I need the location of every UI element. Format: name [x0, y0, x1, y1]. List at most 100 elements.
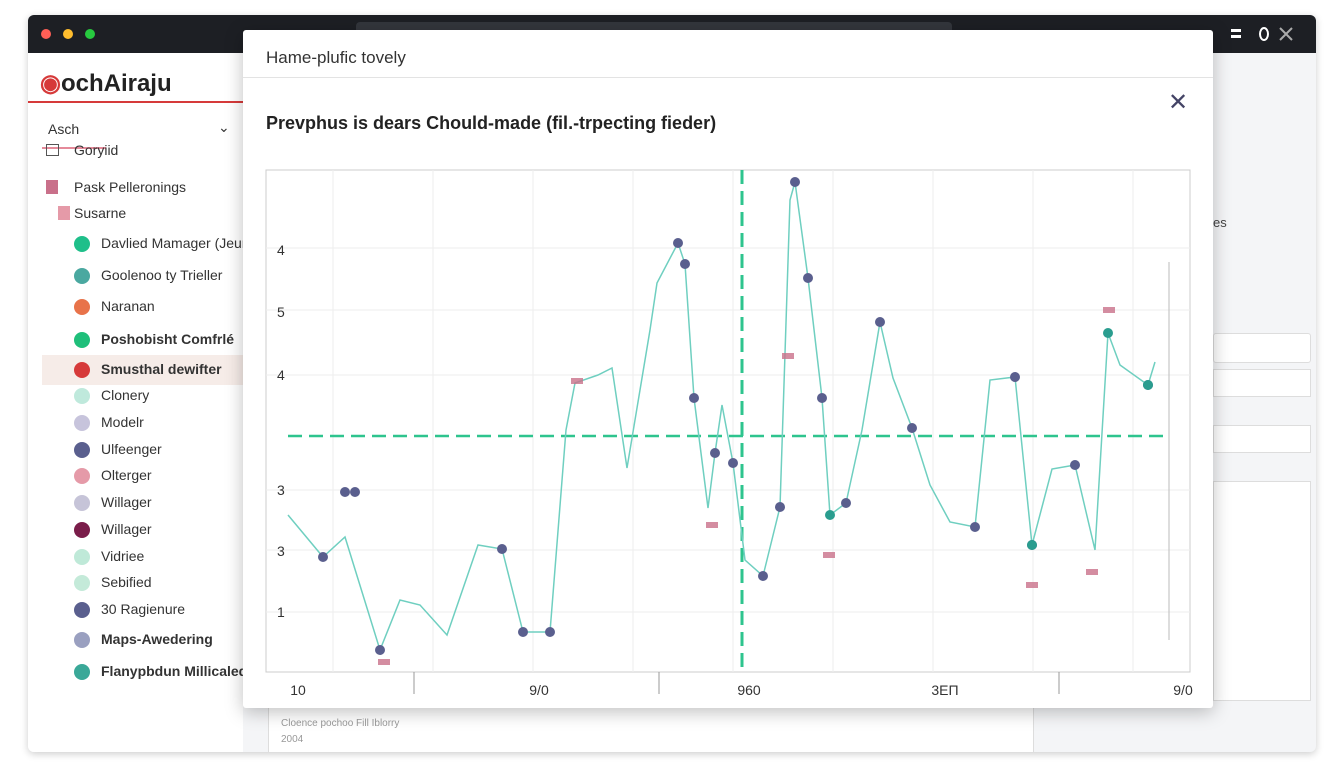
marker: [340, 487, 350, 497]
marker: [545, 627, 555, 637]
x-tick-label: 10: [290, 682, 306, 698]
grid: [266, 170, 1190, 672]
sidebar-item[interactable]: Willager: [101, 494, 152, 510]
chart: 4 5 4 3 3 1 10 9/0 960 3EΠ 9/0: [265, 169, 1193, 698]
item-icon: [74, 468, 90, 484]
max-dot[interactable]: [85, 29, 95, 39]
item-icon: [74, 236, 90, 252]
marker: [1070, 460, 1080, 470]
dropdown-underline: [42, 147, 106, 149]
item-icon: [74, 602, 90, 618]
marker: [817, 393, 827, 403]
close-button[interactable]: ✕: [1168, 89, 1189, 116]
marker: [375, 645, 385, 655]
y-tick-label: 3: [277, 543, 285, 559]
icon[interactable]: [1259, 27, 1269, 41]
item-icon: [74, 268, 90, 284]
marker: [907, 423, 917, 433]
x-tick-label: 9/0: [1173, 682, 1193, 698]
item-icon: [46, 144, 59, 156]
marker: [775, 502, 785, 512]
sidebar-item[interactable]: Goolenoo ty Trieller: [101, 267, 223, 283]
sidebar-item[interactable]: Maps-Awedering: [101, 631, 213, 647]
markers: [318, 177, 1153, 665]
footer-year: 2004: [281, 734, 304, 745]
y-tick-label: 4: [277, 242, 285, 258]
x-tick-label: 9/0: [529, 682, 549, 698]
sidebar-item[interactable]: Davlied Mamager (Jeur: [101, 235, 247, 251]
sidebar-item[interactable]: Susarne: [74, 205, 127, 221]
item-icon: [74, 549, 90, 565]
input[interactable]: [1213, 425, 1311, 453]
item-icon: [74, 388, 90, 404]
marker-tag: [1086, 569, 1098, 575]
marker: [318, 552, 328, 562]
sidebar-item[interactable]: Goryiid: [74, 142, 119, 158]
sidebar-item[interactable]: Pask Pelleronings: [74, 179, 187, 195]
dropdown-caret[interactable]: ⌄: [218, 119, 230, 135]
sidebar-item[interactable]: Naranan: [101, 298, 155, 314]
menu-icon[interactable]: [1231, 29, 1241, 32]
item-icon: [74, 495, 90, 511]
item-icon: [74, 415, 90, 431]
sidebar-item[interactable]: Smusthal dewifter: [101, 361, 222, 377]
marker: [689, 393, 699, 403]
sidebar-item[interactable]: Flanypbdun Millicaled: [101, 663, 248, 679]
sidebar-item[interactable]: Ulfeenger: [101, 441, 162, 457]
input[interactable]: [1213, 369, 1311, 397]
sidebar-item[interactable]: Poshobisht Comfrlé: [101, 331, 235, 347]
marker: [350, 487, 360, 497]
item-icon: [74, 522, 90, 538]
close-dot[interactable]: [41, 29, 51, 39]
item-icon: [74, 362, 90, 378]
sidebar-item[interactable]: Clonery: [101, 387, 150, 403]
marker: [970, 522, 980, 532]
marker: [518, 627, 528, 637]
menu-icon: [1231, 35, 1241, 38]
sidebar-list: Goryiid Pask Pelleronings Susarne Davlied M…: [28, 53, 247, 752]
item-icon: [74, 664, 90, 680]
marker: [1103, 328, 1113, 338]
marker: [790, 177, 800, 187]
marker: [758, 571, 768, 581]
y-tick-label: 4: [277, 367, 285, 383]
marker: [710, 448, 720, 458]
marker: [1010, 372, 1020, 382]
marker: [680, 259, 690, 269]
modal: Hame-plufic tovely ✕ Prevphus is dears C…: [243, 30, 1213, 708]
marker: [841, 498, 851, 508]
marker-tag: [378, 659, 390, 665]
input[interactable]: [1213, 333, 1311, 363]
marker: [875, 317, 885, 327]
logo-icon: ◉: [40, 70, 61, 97]
marker-tag: [706, 522, 718, 528]
partial-text: es: [1213, 215, 1227, 230]
item-icon: [74, 575, 90, 591]
sidebar-item[interactable]: Willager: [101, 521, 152, 537]
sidebar-item[interactable]: Olterger: [101, 467, 152, 483]
marker-tag: [782, 353, 794, 359]
item-icon: [74, 632, 90, 648]
footer-panel: Cloence pochoo Fill Iblorry 2004: [268, 707, 1034, 752]
close-icon[interactable]: [1279, 27, 1293, 41]
y-tick-label: 5: [277, 304, 285, 320]
logo-text: ochAiraju: [60, 70, 172, 97]
sidebar-item[interactable]: Modelr: [101, 414, 144, 430]
dropdown[interactable]: Asch: [48, 121, 80, 137]
sidebar: ◉ochAiraju Asch ⌄ Goryiid Pask Pelleronin…: [28, 53, 247, 752]
item-icon: [46, 180, 58, 194]
divider: [28, 101, 243, 103]
min-dot[interactable]: [63, 29, 73, 39]
y-tick-label: 1: [277, 604, 285, 620]
modal-title: Prevphus is dears Chould-made (fil.-trpe…: [266, 113, 717, 133]
marker: [825, 510, 835, 520]
sidebar-item[interactable]: Vidriee: [101, 548, 145, 564]
y-tick-label: 3: [277, 482, 285, 498]
plot-frame: [265, 169, 1191, 673]
item-icon: [58, 206, 70, 220]
sidebar-item[interactable]: 30 Ragienure: [101, 601, 186, 617]
sidebar-item[interactable]: Sebified: [101, 574, 152, 590]
item-icon: [74, 299, 90, 315]
